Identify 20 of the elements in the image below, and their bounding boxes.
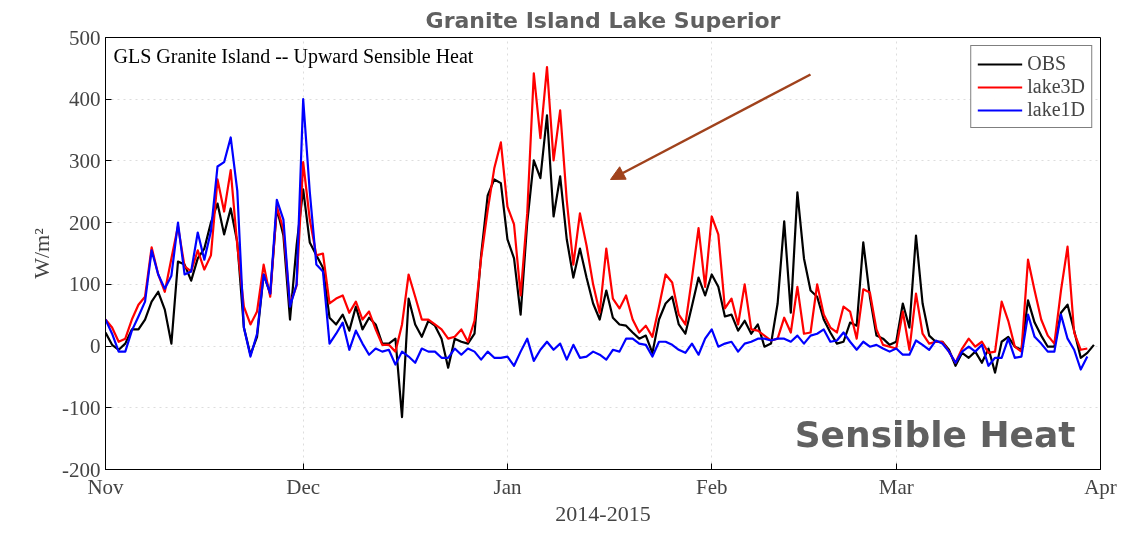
annotation: Sensible Heat xyxy=(794,413,1076,455)
x-tick-label: Apr xyxy=(1084,474,1117,499)
x-tick-label: Feb xyxy=(695,474,728,499)
y-tick-label: 300 xyxy=(69,148,101,173)
chart-subtitle: GLS Granite Island -- Upward Sensible Heat xyxy=(113,44,474,68)
x-tick-label: Jan xyxy=(493,474,522,499)
x-tick-label: Dec xyxy=(286,474,321,499)
legend-label: lake1D xyxy=(1027,98,1085,121)
y-axis-title: W/m² xyxy=(29,227,55,279)
y-tick-label: -100 xyxy=(62,395,101,420)
y-tick-label: 200 xyxy=(69,210,101,235)
legend-label: OBS xyxy=(1027,52,1067,75)
y-tick-label: 0 xyxy=(90,334,101,359)
legend-label: lake3D xyxy=(1027,75,1085,98)
y-tick-label: 500 xyxy=(69,25,101,50)
y-tick-label: 400 xyxy=(69,87,101,112)
chart-title: Granite Island Lake Superior xyxy=(425,7,781,33)
x-axis-title: 2014-2015 xyxy=(555,500,651,526)
y-tick-label: 100 xyxy=(69,272,101,297)
x-tick-label: Mar xyxy=(878,474,914,499)
